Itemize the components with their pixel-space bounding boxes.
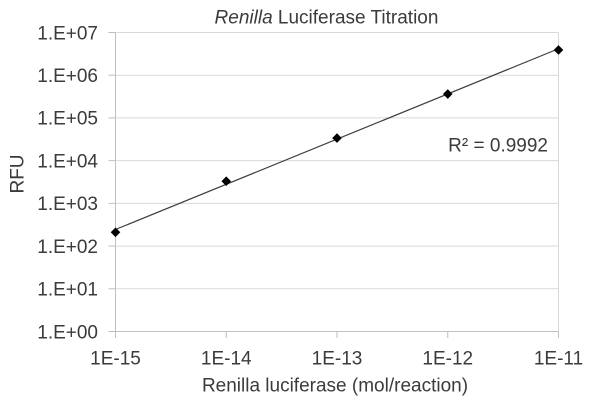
chart-title-rest: Luciferase Titration	[273, 8, 439, 29]
y-axis-title: RFU	[8, 154, 29, 193]
y-tick-label: 1.E+01	[37, 280, 98, 301]
y-tick-label: 1.E+02	[37, 237, 98, 258]
data-point-marker	[332, 133, 342, 143]
chart-title-italic: Renilla	[215, 8, 273, 29]
y-tick-label: 1.E+03	[37, 194, 98, 215]
x-tick-label: 1E-11	[534, 349, 583, 370]
x-axis-title: Renilla luciferase (mol/reaction)	[202, 376, 468, 397]
x-tick-label: 1E-14	[201, 349, 252, 370]
x-tick-label: 1E-15	[90, 349, 141, 370]
data-point-marker	[110, 227, 121, 238]
data-point-marker	[442, 89, 453, 99]
x-tick-label: 1E-13	[312, 349, 363, 370]
y-tick-labels: 1.E+00 1.E+01 1.E+02 1.E+03 1.E+04 1.E+05 1.E+…	[37, 23, 98, 343]
y-tick-label: 1.E+07	[37, 23, 98, 44]
y-tick-label: 1.E+05	[37, 109, 98, 130]
x-tick-labels: 1E-15 1E-14 1E-13 1E-12 1E-11	[90, 349, 583, 370]
chart-title: Renilla Luciferase Titration	[215, 8, 439, 29]
gridlines	[115, 32, 559, 332]
data-point-marker	[221, 176, 232, 187]
y-tick-label: 1.E+00	[37, 322, 98, 343]
y-tick-label: 1.E+06	[37, 66, 98, 87]
axes	[115, 32, 559, 332]
ticks	[108, 32, 559, 338]
x-tick-label: 1E-12	[422, 349, 473, 370]
r-squared-annotation: R² = 0.9992	[448, 136, 548, 157]
y-tick-label: 1.E+04	[37, 151, 98, 172]
series-group	[110, 45, 564, 238]
data-point-marker	[553, 45, 564, 55]
